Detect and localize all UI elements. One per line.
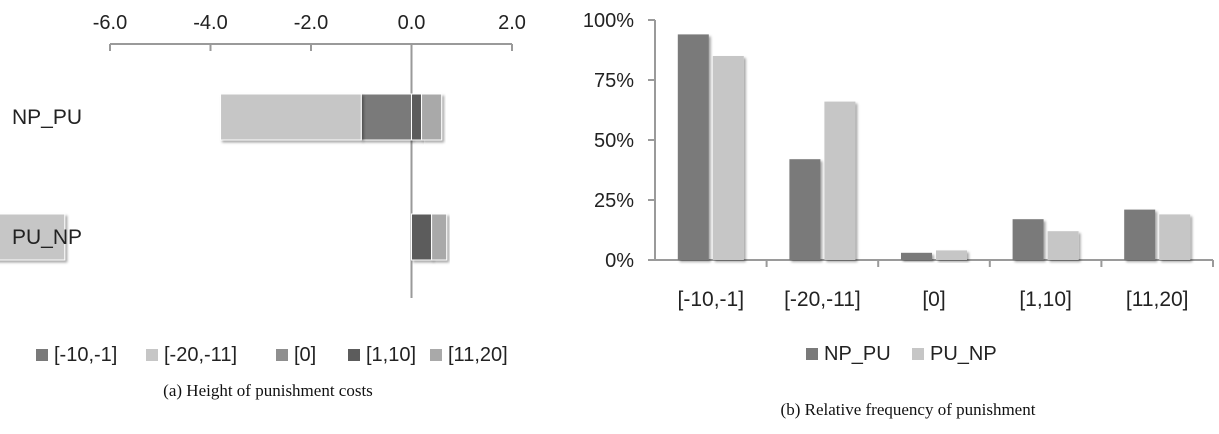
panel-b-y-tick-label: 75% [594,70,634,92]
panel-a-bar-segment [411,93,423,141]
panel-b-bar [901,252,932,260]
panel-a-x-ticks: -6.0 -4.0 -2.0 0.0 2.0 [93,12,526,51]
panel-a-legend-swatch [348,349,360,361]
panel-a-axes [110,43,512,298]
panel-b-y-tick-label: 50% [594,130,634,152]
panel-a-bar-segment [360,93,412,141]
panel-a-x-tick-label: 2.0 [498,12,526,34]
panel-b-bar [1159,214,1191,260]
panel-b-bar [1047,231,1079,260]
panel-b-category-label: [1,10] [1019,288,1072,311]
panel-b-category-label: [0] [922,288,945,311]
panel-b-category-label: [11,20] [1126,288,1189,311]
panel-b-y-tick-label: 100% [583,10,634,32]
panel-a-category-labels: NP_PU PU_NP [12,106,82,249]
panel-b-category-label: [-20,-11] [784,288,861,311]
panel-b-bars [677,34,1191,261]
panel-b-axes [654,20,1213,261]
panel-b-category-label: [-10,-1] [678,288,745,311]
panel-a-legend: [-10,-1] [-20,-11] [0] [1,10] [11,20] [36,344,508,366]
panel-b-bar [936,250,967,260]
panel-b-y-tick-label: 0% [605,250,634,272]
panel-b-caption: (b) Relative frequency of punishment [781,400,1036,419]
panel-b-legend-label: NP_PU [824,343,891,365]
panel-b-y-ticks: 0% 25% 50% 75% 100% [583,10,655,272]
panel-a-bar-segment [220,93,362,141]
panel-b-bar [1012,219,1044,260]
panel-a-caption: (a) Height of punishment costs [163,381,373,400]
panel-b-bar [789,159,821,260]
panel-b-legend-swatch [912,348,924,360]
panel-a-bar-segment [0,213,66,261]
panel-a-category-label: NP_PU [12,106,82,129]
panel-b-category-labels: [-10,-1] [-20,-11] [0] [1,10] [11,20] [678,260,1214,311]
panel-a-legend-swatch [146,349,158,361]
panel-a-bars [0,93,448,261]
panel-a-x-tick-label: -4.0 [193,12,227,34]
panel-a-x-tick-label: -2.0 [294,12,328,34]
panel-b-bar [824,101,856,260]
panel-b-bar [712,56,744,260]
panel-b-legend-label: PU_NP [930,343,997,365]
panel-a-legend-label: [-20,-11] [164,344,237,366]
panel-a-legend-swatch [430,349,442,361]
panel-a-category-label: PU_NP [12,226,82,249]
panel-a-x-tick-label: -6.0 [93,12,127,34]
panel-a-bar-segment [421,93,443,141]
panel-a-x-tick-label: 0.0 [398,12,426,34]
panel-b-legend: NP_PU PU_NP [806,343,997,365]
panel-a-legend-label: [1,10] [366,344,416,366]
panel-a-legend-label: [0] [294,344,316,366]
panel-a-bar-segment [411,213,433,261]
panel-b-bar [677,34,709,261]
panel-b-bar [1124,209,1156,260]
panel-b-legend-swatch [806,348,818,360]
panel-a-bar-segment [431,213,448,261]
panel-a-legend-label: [11,20] [448,344,508,366]
panel-b-chart: 0% 25% 50% 75% 100% [-10,-1] [-20,-11] [0] [1,1… [583,10,1214,419]
panel-a-legend-swatch [276,349,288,361]
panel-a-legend-swatch [36,349,48,361]
panel-b-y-tick-label: 25% [594,190,634,212]
panel-a-legend-label: [-10,-1] [54,344,117,366]
